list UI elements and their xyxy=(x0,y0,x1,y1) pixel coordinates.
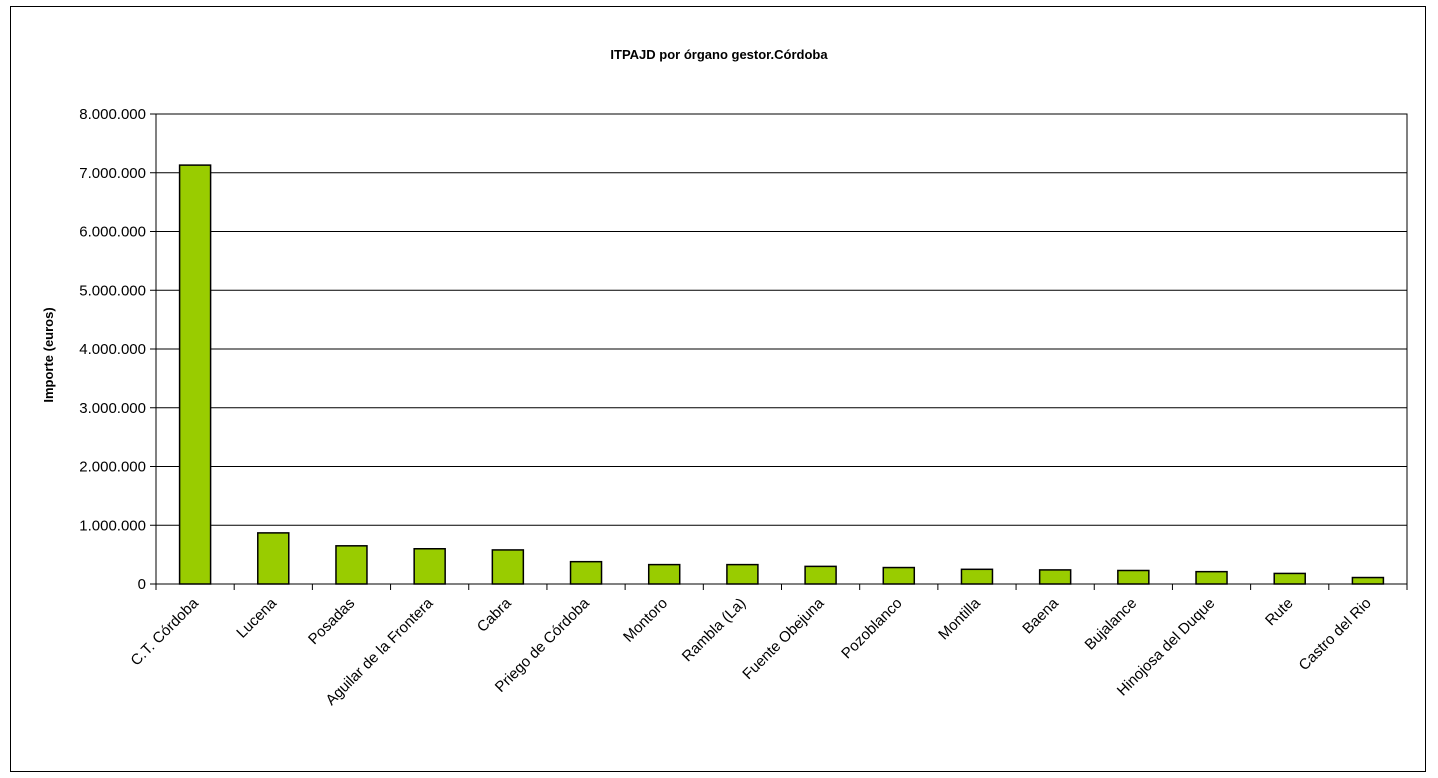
y-tick-label: 8.000.000 xyxy=(79,106,146,123)
y-tick-label: 0 xyxy=(138,576,146,593)
x-tick-label: Rute xyxy=(1262,595,1296,629)
x-tick-label: Lucena xyxy=(233,594,280,641)
bar xyxy=(413,548,446,585)
bar xyxy=(1117,569,1150,585)
y-tick-label: 1.000.000 xyxy=(79,517,146,534)
bar xyxy=(257,532,290,585)
x-tick-label: Cabra xyxy=(474,594,515,635)
y-tick-label: 6.000.000 xyxy=(79,224,146,241)
x-tick-label: Montilla xyxy=(935,594,984,643)
bar xyxy=(178,164,212,585)
bars xyxy=(178,164,1385,585)
x-tick-label: Baena xyxy=(1019,594,1062,637)
bar xyxy=(1195,570,1228,585)
axes xyxy=(150,113,1408,590)
chart-frame: ITPAJD por órgano gestor.Córdoba Importe… xyxy=(10,6,1426,772)
bar-chart: ITPAJD por órgano gestor.Córdoba Importe… xyxy=(41,47,1408,709)
bar xyxy=(882,566,916,585)
x-tick-label: Fuente Obejuna xyxy=(739,594,828,683)
bar xyxy=(960,568,994,585)
bar xyxy=(1351,576,1385,585)
y-tick-labels: 0 1.000.000 2.000.000 3.000.000 4.000.000 5.0… xyxy=(79,106,146,593)
x-tick-label: Posadas xyxy=(305,595,358,648)
bar xyxy=(804,565,837,585)
x-tick-label: Montoro xyxy=(620,595,671,646)
bar xyxy=(726,563,759,585)
bar xyxy=(491,549,525,585)
gridlines xyxy=(155,113,1408,585)
x-tick-label: Rambla (La) xyxy=(679,595,749,665)
bar xyxy=(1038,569,1072,585)
y-tick-label: 3.000.000 xyxy=(79,400,146,417)
chart-title: ITPAJD por órgano gestor.Córdoba xyxy=(610,47,828,62)
bar xyxy=(569,560,603,585)
x-tick-label: Bujalance xyxy=(1082,595,1141,654)
x-tick-label: Pozoblanco xyxy=(838,595,905,662)
y-axis-label: Importe (euros) xyxy=(41,307,56,402)
y-tick-label: 5.000.000 xyxy=(79,282,146,299)
y-tick-label: 7.000.000 xyxy=(79,165,146,182)
bar xyxy=(335,545,368,585)
x-tick-label: C.T. Córdoba xyxy=(127,594,202,669)
y-tick-label: 2.000.000 xyxy=(79,459,146,476)
bar xyxy=(647,563,681,585)
bar xyxy=(1273,572,1306,585)
y-tick-label: 4.000.000 xyxy=(79,341,146,358)
x-tick-label: Castro del Rio xyxy=(1296,595,1375,674)
